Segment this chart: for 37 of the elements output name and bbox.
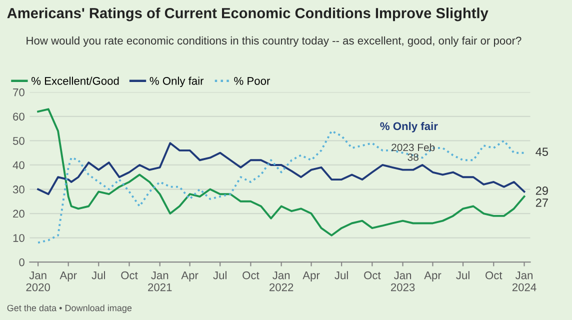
x-tick-label: Jul: [92, 271, 105, 280]
data-label: 45: [536, 148, 548, 156]
y-tick-label: 40: [12, 161, 24, 170]
line-series: [37, 142, 526, 196]
legend-label: % Excellent/Good: [32, 76, 119, 85]
y-tick-label: 0: [19, 258, 24, 266]
x-tick-label: Jul: [456, 271, 470, 280]
x-tick-label: Oct: [364, 271, 381, 280]
x-tick-label: Oct: [242, 271, 260, 280]
line-series: [37, 108, 526, 236]
data-label: 27: [536, 198, 548, 207]
y-tick-label: 70: [13, 88, 24, 96]
legend-label: % Only fair: [150, 76, 204, 88]
x-tick-label: Apr: [181, 272, 198, 282]
x-tick-label: Oct: [486, 271, 502, 280]
legend-label: % Poor: [234, 77, 270, 85]
x-tick-label: Jan 2024: [512, 272, 536, 292]
x-tick-label: Apr: [424, 272, 442, 282]
chart-title: Americans' Ratings of Current Economic Conditions Improve Slightly: [7, 8, 488, 22]
x-tick-label: Jan 2023: [390, 272, 415, 292]
chart-subtitle: How would you rate economic conditions in this country today -- as excellent, good, only fair or poor?: [26, 36, 522, 47]
x-tick-label: Jan 2020: [26, 272, 50, 292]
x-tick-label: Apr: [302, 272, 320, 282]
y-tick-label: 60: [13, 112, 24, 121]
x-tick-label: Oct: [121, 271, 138, 280]
text: Get the data • Download image: [7, 304, 132, 314]
x-tick-label: Jul: [334, 271, 348, 280]
y-tick-label: 30: [12, 186, 24, 194]
data-label: 29: [536, 186, 548, 195]
x-tick-label: Jul: [213, 271, 226, 280]
annotation: % Only fair 2023 Feb 38: [380, 122, 438, 161]
x-tick-label: Apr: [60, 272, 77, 282]
x-tick-label: Jan 2021: [148, 272, 172, 292]
y-tick-label: 10: [13, 234, 24, 242]
y-tick-label: 50: [12, 136, 24, 145]
x-tick-label: Jan 2022: [270, 272, 294, 292]
y-tick-label: 20: [13, 210, 24, 218]
